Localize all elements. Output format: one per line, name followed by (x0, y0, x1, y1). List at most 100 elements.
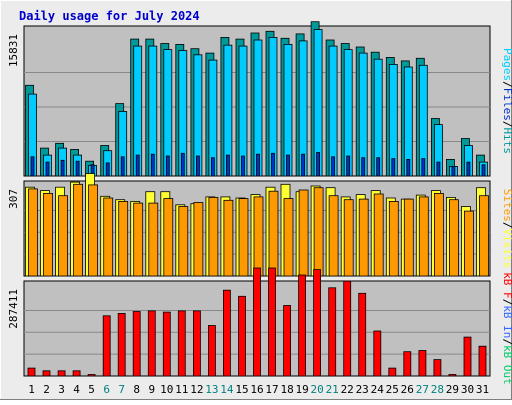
x-tick-label-day-3: 3 (58, 383, 65, 396)
bar-kbytes-kb-f-day-2 (42, 370, 51, 377)
bar-hits-pages-day-18 (286, 154, 290, 177)
bar-kbytes-kb-f-day-17 (268, 267, 276, 377)
panel-hits-legend-part-0: Pages (501, 48, 512, 81)
bar-kbytes-kb-f-day-28 (433, 359, 442, 377)
x-tick-label-day-29: 29 (446, 383, 459, 396)
bar-hits-pages-day-30 (466, 161, 471, 177)
bar-visits-sites-day-10 (163, 198, 174, 277)
bar-kbytes-kb-f-day-4 (72, 370, 81, 377)
x-tick-label-day-26: 26 (401, 383, 414, 396)
bar-hits-pages-day-8 (135, 154, 140, 177)
x-tick-label-day-31: 31 (476, 383, 489, 396)
bar-visits-sites-day-11 (178, 206, 189, 277)
x-tick-label-day-14: 14 (220, 383, 234, 396)
panel-visits-legend-part-1: / (501, 222, 512, 229)
bar-kbytes-kb-f-day-31 (478, 345, 487, 377)
bar-kbytes-kb-f-day-18 (283, 305, 292, 377)
bar-kbytes-kb-f-day-27 (418, 350, 427, 377)
bar-visits-sites-day-27 (418, 196, 429, 277)
bar-hits-pages-day-4 (75, 160, 80, 177)
bar-kbytes-kb-f-day-30 (463, 336, 472, 377)
bar-hits-pages-day-26 (406, 158, 411, 177)
bar-visits-sites-day-25 (388, 200, 399, 277)
bar-hits-pages-day-9 (150, 153, 155, 177)
bar-kbytes-kb-f-day-15 (238, 295, 246, 377)
panel-hits-y-tick-label: 15831 (7, 34, 20, 67)
bar-hits-pages-day-13 (210, 157, 215, 177)
bar-visits-sites-day-23 (358, 198, 369, 277)
x-tick-label-day-7: 7 (118, 383, 125, 396)
panel-visits-legend-part-2: Visits (501, 229, 512, 269)
bar-visits-sites-day-18 (283, 198, 294, 277)
bar-hits-pages-day-14 (225, 154, 230, 177)
bar-kbytes-kb-f-day-10 (162, 311, 171, 377)
bar-visits-sites-day-12 (193, 202, 204, 277)
x-tick-label-day-22: 22 (341, 383, 354, 396)
bar-hits-pages-day-3 (60, 159, 65, 177)
bar-kbytes-kb-f-day-20 (313, 269, 322, 377)
bar-kbytes-kb-f-day-29 (448, 374, 457, 377)
bar-hits-pages-day-12 (195, 155, 200, 177)
bar-visits-sites-day-7 (118, 200, 129, 277)
bar-kbytes-kb-f-day-16 (253, 267, 261, 377)
x-tick-label-day-4: 4 (73, 383, 80, 396)
bar-hits-pages-day-11 (180, 152, 185, 177)
x-tick-label-day-12: 12 (190, 383, 203, 396)
bar-kbytes-kb-f-day-22 (343, 280, 352, 377)
panel-kbytes-legend-part-2: kB In (501, 305, 512, 338)
bar-hits-pages-day-7 (120, 156, 125, 177)
bar-hits-pages-day-20 (316, 152, 321, 177)
x-axis-labels: 1 2 3 4 5 6 7 8 9 10 11 12 13 14 15 16 17 18 19 20 21 22 23 24 2… (28, 383, 489, 396)
bar-hits-pages-day-16 (256, 153, 260, 177)
bar-visits-sites-day-30 (463, 210, 474, 277)
bar-kbytes-kb-f-day-1 (27, 367, 36, 377)
bar-hits-pages-day-21 (331, 156, 336, 177)
bar-visits-sites-day-16 (253, 196, 264, 277)
panel-visits-y-tick-label: 307 (7, 189, 20, 209)
panel-visits-legend: Sites/Visits (501, 189, 512, 269)
bar-hits-pages-day-27 (421, 158, 426, 177)
x-tick-label-day-11: 11 (175, 383, 188, 396)
x-tick-label-day-13: 13 (205, 383, 218, 396)
bar-visits-sites-day-24 (373, 193, 384, 277)
bar-visits-sites-day-4 (73, 183, 83, 277)
x-tick-label-day-8: 8 (133, 383, 140, 396)
x-tick-label-day-30: 30 (461, 383, 474, 396)
x-tick-label-day-23: 23 (356, 383, 369, 396)
panel-kbytes-legend-part-0: kB F (501, 272, 512, 299)
panel-visits: 307 Sites/Visits (7, 173, 512, 277)
bar-visits-sites-day-14 (223, 199, 234, 277)
x-tick-label-day-18: 18 (280, 383, 293, 396)
x-tick-label-day-1: 1 (28, 383, 35, 396)
bar-hits-pages-day-17 (271, 152, 275, 177)
bar-hits-pages-day-15 (241, 155, 245, 177)
panel-hits-legend-part-3: / (501, 121, 512, 128)
bar-visits-sites-day-5 (88, 184, 98, 277)
x-tick-label-day-24: 24 (371, 383, 385, 396)
bar-visits-sites-day-13 (208, 196, 219, 277)
bar-hits-pages-day-29 (451, 165, 456, 177)
bar-hits-pages-day-25 (391, 158, 396, 177)
panel-hits-legend: Pages/Files/Hits (501, 48, 512, 154)
x-tick-label-day-10: 10 (160, 383, 173, 396)
panel-kbytes-legend-part-1: / (501, 299, 512, 306)
panel-kbytes-legend-part-4: kB Out (501, 345, 512, 385)
bar-visits-sites-day-2 (43, 192, 53, 277)
bar-visits-sites-day-29 (448, 199, 459, 277)
panel-visits-legend-part-0: Sites (501, 189, 512, 222)
bar-kbytes-kb-f-day-11 (177, 310, 186, 377)
bar-hits-pages-day-24 (376, 157, 381, 177)
panel-visits-bars (25, 173, 489, 277)
panels: 15831Pages/Files/Hits307Sites/Visits2874… (7, 21, 512, 385)
bar-kbytes-kb-f-day-3 (57, 370, 66, 377)
x-tick-label-day-25: 25 (386, 383, 399, 396)
bar-visits-sites-day-28 (433, 192, 444, 277)
bar-visits-sites-day-17 (268, 190, 279, 277)
x-tick-label-day-19: 19 (295, 383, 308, 396)
bar-hits-pages-day-22 (346, 155, 351, 177)
bar-hits-pages-day-23 (361, 157, 366, 177)
x-tick-label-day-27: 27 (416, 383, 429, 396)
bar-kbytes-kb-f-day-7 (117, 312, 126, 377)
